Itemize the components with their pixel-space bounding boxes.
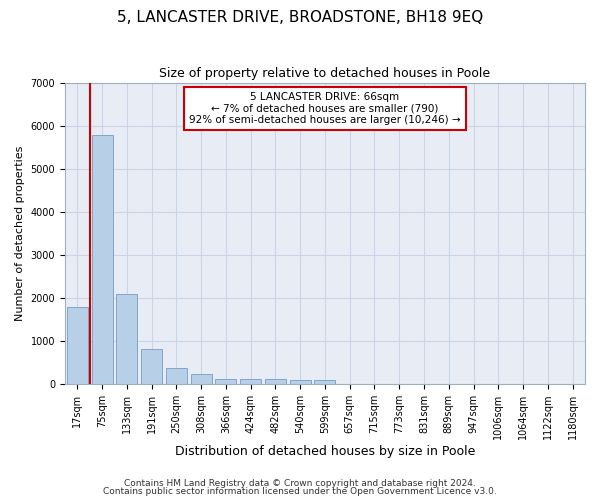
Bar (141, 350, 162, 384)
Text: 5 LANCASTER DRIVE: 66sqm
← 7% of detached houses are smaller (790)
92% of semi-d: 5 LANCASTER DRIVE: 66sqm ← 7% of detache… (189, 92, 461, 126)
Bar (116, 294, 137, 384)
Title: Size of property relative to detached houses in Poole: Size of property relative to detached ho… (160, 68, 491, 80)
Bar (290, 380, 311, 384)
Text: Contains HM Land Registry data © Crown copyright and database right 2024.: Contains HM Land Registry data © Crown c… (124, 478, 476, 488)
Bar (215, 378, 236, 384)
Bar (191, 374, 212, 384)
Bar (92, 134, 113, 384)
Text: 5, LANCASTER DRIVE, BROADSTONE, BH18 9EQ: 5, LANCASTER DRIVE, BROADSTONE, BH18 9EQ (117, 10, 483, 25)
Bar (314, 380, 335, 384)
Text: Contains public sector information licensed under the Open Government Licence v3: Contains public sector information licen… (103, 487, 497, 496)
X-axis label: Distribution of detached houses by size in Poole: Distribution of detached houses by size … (175, 444, 475, 458)
Bar (67, 308, 88, 384)
Y-axis label: Number of detached properties: Number of detached properties (15, 146, 25, 321)
Bar (166, 368, 187, 384)
Bar (240, 379, 261, 384)
Bar (265, 379, 286, 384)
